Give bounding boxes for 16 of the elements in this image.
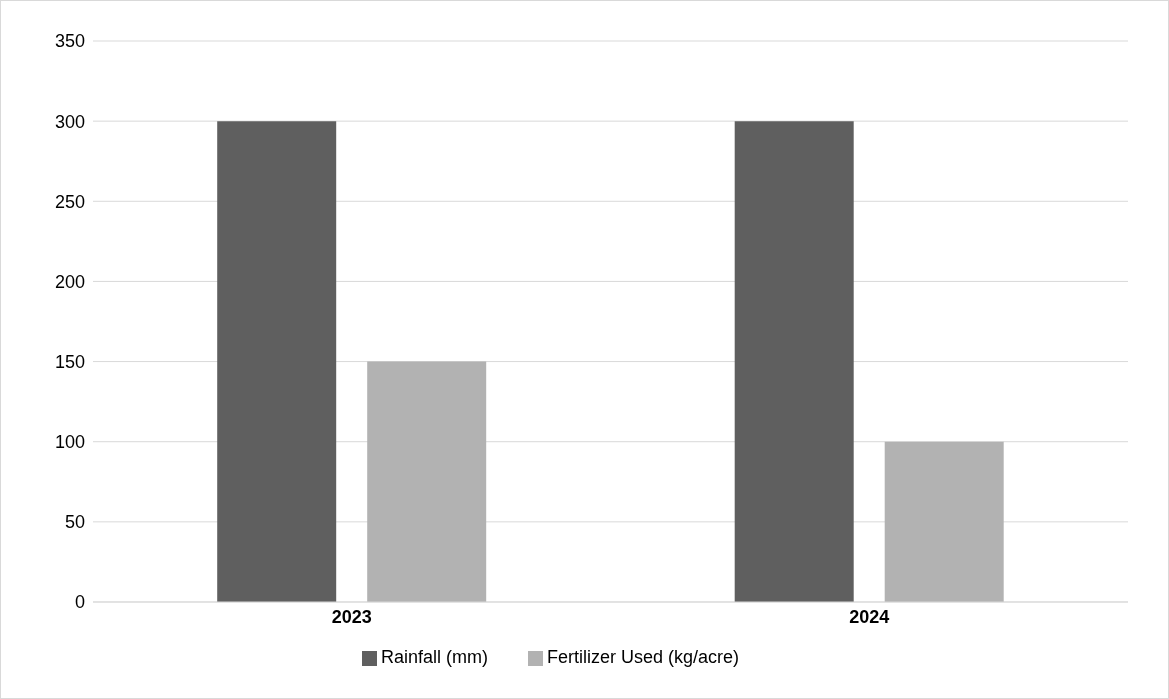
- y-tick-label: 350: [54, 31, 85, 52]
- y-tick-label: 0: [74, 592, 85, 613]
- y-tick-label: 100: [54, 432, 85, 453]
- legend-label: Fertilizer Used (kg/acre): [546, 647, 740, 667]
- bar: [367, 361, 487, 602]
- x-tick-label: 2024: [849, 606, 890, 627]
- y-tick-label: 200: [54, 271, 85, 292]
- y-tick-label: 300: [54, 111, 85, 132]
- y-tick-label: 250: [54, 191, 85, 212]
- legend-label: Rainfall (mm): [380, 647, 488, 667]
- bar: [734, 121, 854, 602]
- y-tick-label: 50: [64, 512, 85, 533]
- y-tick-label: 150: [54, 351, 85, 372]
- x-tick-label: 2023: [331, 606, 372, 627]
- bar: [217, 121, 337, 602]
- bar: [884, 441, 1004, 602]
